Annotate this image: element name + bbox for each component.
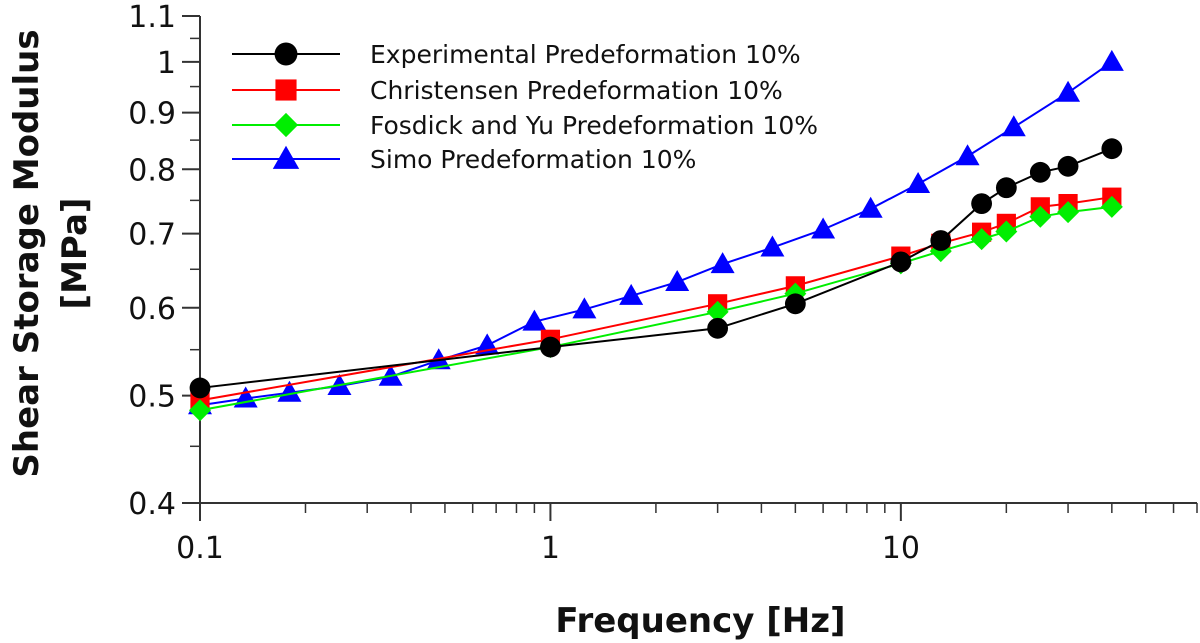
data-point-triangle (858, 196, 883, 218)
legend-entry-3: Simo Predeformation 10% (232, 145, 696, 174)
data-point-triangle (1099, 49, 1124, 71)
y-axis-title-line-1: Shear Storage Modulus (7, 29, 47, 477)
series-0 (189, 138, 1123, 399)
x-tick-label: 10 (882, 531, 920, 566)
data-point-diamond (1100, 195, 1123, 218)
data-point-triangle (619, 283, 644, 305)
legend-label: Fosdick and Yu Predeformation 10% (370, 111, 818, 140)
data-point-diamond (273, 112, 299, 138)
data-point-triangle (1001, 115, 1026, 137)
legend-entry-0: Experimental Predeformation 10% (232, 40, 801, 69)
y-tick-label: 0.4 (128, 487, 176, 522)
data-point-diamond (995, 220, 1018, 243)
y-tick-label: 0.6 (128, 292, 176, 327)
legend-label: Experimental Predeformation 10% (370, 40, 801, 69)
legend-label: Christensen Predeformation 10% (370, 76, 783, 105)
series-2 (189, 195, 1123, 422)
data-point-triangle (665, 270, 690, 292)
axes (199, 16, 1197, 504)
data-point-diamond (1029, 205, 1052, 228)
data-point-triangle (1056, 80, 1081, 102)
data-point-circle (930, 230, 952, 251)
data-point-circle (707, 317, 729, 339)
legend-entry-2: Fosdick and Yu Predeformation 10% (232, 111, 818, 140)
data-point-triangle (572, 297, 597, 319)
data-point-circle (995, 177, 1017, 199)
series-line (199, 147, 1113, 389)
x-tick-label: 1 (541, 531, 560, 566)
data-point-square (275, 79, 297, 101)
series-1 (190, 187, 1122, 411)
data-point-circle (189, 377, 211, 399)
data-point-triangle (955, 144, 980, 166)
y-axis-title-line-2: [MPa] (55, 198, 95, 310)
series-layer (188, 49, 1124, 422)
data-point-circle (1029, 161, 1051, 183)
data-point-diamond (706, 300, 729, 323)
data-point-triangle (277, 380, 302, 402)
data-point-triangle (272, 145, 300, 169)
x-tick-label: 0.1 (176, 531, 224, 566)
y-tick-label: 0.7 (128, 218, 176, 253)
data-point-triangle (811, 217, 836, 239)
data-point-diamond (970, 228, 993, 251)
data-point-circle (971, 193, 993, 214)
data-point-circle (1057, 155, 1079, 177)
legend-entry-1: Christensen Predeformation 10% (232, 76, 783, 105)
y-tick-label: 1 (157, 46, 176, 81)
data-point-circle (890, 251, 912, 273)
data-point-triangle (760, 235, 785, 257)
data-point-triangle (906, 171, 931, 193)
legend: Experimental Predeformation 10% Christens… (232, 40, 818, 174)
data-point-triangle (710, 252, 735, 274)
legend-label: Simo Predeformation 10% (370, 145, 696, 174)
y-tick-label: 0.5 (128, 380, 176, 415)
data-point-circle (540, 336, 561, 358)
y-tick-label: 0.8 (128, 153, 176, 188)
y-tick-label: 0.9 (128, 97, 176, 132)
data-point-circle (1101, 138, 1123, 160)
y-tick-label: 1.1 (128, 0, 176, 35)
data-point-triangle (522, 309, 547, 331)
x-axis-title: Frequency [Hz] (555, 601, 845, 641)
ticks: 0.1 1 10 0.4 0.5 0.6 0.7 0.8 0.9 1 1.1 (128, 0, 1198, 566)
data-point-diamond (189, 399, 211, 422)
data-point-circle (274, 42, 298, 66)
data-point-diamond (1057, 201, 1080, 224)
data-point-circle (784, 293, 806, 315)
